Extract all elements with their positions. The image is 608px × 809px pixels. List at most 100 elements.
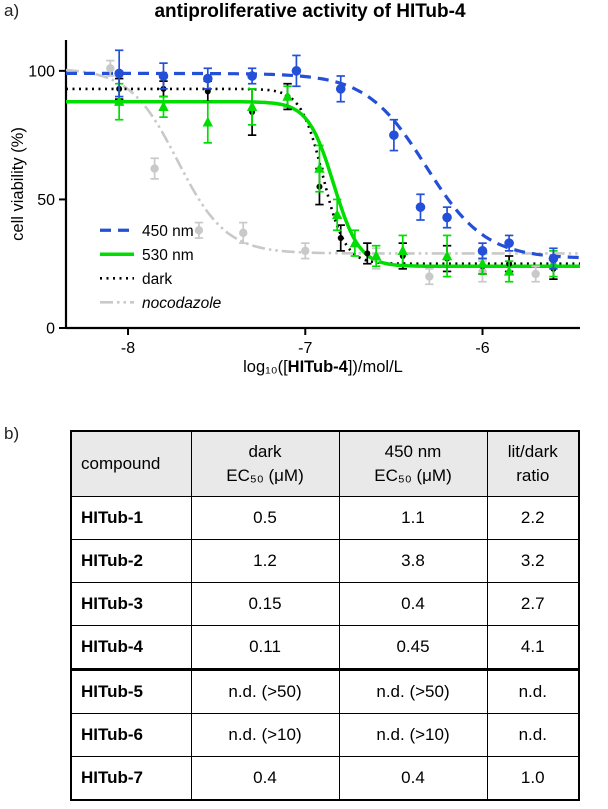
value-cell: 2.7: [486, 581, 580, 626]
value-cell: n.d. (>50): [338, 667, 488, 714]
value-cell: 0.4: [190, 755, 340, 801]
value-cell: 0.11: [190, 624, 340, 670]
fit-curve-dark: [66, 87, 580, 265]
data-point: [504, 238, 514, 248]
data-point: [397, 245, 408, 256]
series-points-530-nm: [113, 82, 559, 283]
value-cell: n.d. (>50): [190, 667, 340, 714]
data-point: [194, 226, 204, 235]
compound-name-cell: HITub-1: [70, 495, 192, 540]
table-header-row: compound dark EC₅₀ (μM) 450 nm EC₅₀ (μM) lit/…: [70, 430, 580, 497]
data-point: [548, 253, 559, 264]
chart-axes: 0 50 100 -8 -7 -6: [28, 40, 580, 357]
data-point: [246, 101, 258, 112]
data-point: [503, 265, 515, 276]
data-point: [204, 88, 211, 95]
legend-item: 450 nm: [100, 223, 194, 240]
fit-curve-nocodazole: [65, 68, 580, 255]
value-cell: 3.2: [486, 538, 580, 583]
value-cell: n.d. (>10): [190, 712, 340, 757]
y-tick-label: 50: [37, 192, 55, 209]
value-cell: 1.0: [486, 755, 580, 801]
compound-name-cell: HITub-5: [70, 667, 192, 714]
y-tick-label: 100: [28, 63, 55, 80]
value-cell: 0.4: [338, 755, 488, 801]
data-point: [114, 68, 124, 79]
data-point: [415, 202, 426, 212]
panel-a-label: a): [4, 1, 20, 20]
table-row: HITub-5 n.d. (>50) n.d. (>50) n.d.: [70, 667, 580, 714]
value-cell: 0.5: [190, 495, 340, 540]
data-point: [113, 96, 125, 106]
value-cell: n.d.: [486, 667, 580, 714]
data-point: [202, 73, 213, 84]
data-point: [364, 250, 371, 257]
value-cell: 4.1: [486, 624, 580, 670]
data-point: [531, 269, 540, 279]
data-point: [158, 101, 169, 112]
chart-legend: 450 nm 530 nm dark nocodazole: [100, 223, 222, 312]
chart-title: antiproliferative activity of HITub-4: [154, 1, 466, 22]
dose-response-chart: 0 50 100 -8 -7 -6 cell viability (%) log₁₀([HIT…: [8, 26, 596, 383]
value-cell: 1.2: [190, 538, 340, 583]
data-point: [337, 235, 344, 241]
x-tick-label: -6: [475, 340, 489, 357]
column-header: dark EC₅₀ (μM): [190, 430, 340, 497]
compound-name-cell: HITub-3: [70, 581, 192, 626]
value-cell: 0.45: [338, 624, 488, 670]
data-point: [389, 130, 399, 140]
legend-label: 450 nm: [142, 223, 194, 240]
table-row: HITub-3 0.15 0.4 2.7: [70, 581, 580, 626]
legend-item: nocodazole: [100, 295, 222, 312]
table-row: HITub-7 0.4 0.4 1.0: [70, 755, 580, 801]
legend-item: 530 nm: [100, 247, 194, 264]
data-point: [239, 228, 248, 238]
x-tick-label: -7: [298, 340, 312, 357]
column-header: lit/dark ratio: [486, 430, 580, 497]
data-point: [335, 84, 346, 94]
data-point: [202, 116, 213, 127]
compound-name-cell: HITub-7: [70, 755, 192, 801]
value-cell: n.d.: [486, 712, 580, 757]
compound-name-cell: HITub-6: [70, 712, 192, 757]
table-row: HITub-4 0.11 0.45 4.1: [70, 624, 580, 670]
value-cell: 0.15: [190, 581, 340, 626]
data-point: [349, 237, 361, 248]
legend-label: dark: [142, 271, 172, 288]
data-point: [247, 71, 257, 81]
column-header: compound: [70, 430, 192, 497]
column-header: 450 nm EC₅₀ (μM): [338, 430, 488, 497]
series-points-450-nm: [114, 49, 559, 270]
data-point: [425, 272, 434, 281]
data-point: [150, 164, 159, 173]
table-row: HITub-2 1.2 3.8 3.2: [70, 538, 580, 583]
value-cell: 0.4: [338, 581, 488, 626]
data-point: [301, 246, 310, 256]
table-row: HITub-6 n.d. (>10) n.d. (>10) n.d.: [70, 712, 580, 757]
value-cell: n.d. (>10): [338, 712, 488, 757]
compound-name-cell: HITub-4: [70, 624, 192, 670]
y-tick-label: 0: [46, 321, 55, 338]
data-point: [477, 258, 488, 268]
value-cell: 2.2: [486, 495, 580, 540]
data-point: [370, 250, 382, 261]
y-axis-label: cell viability (%): [9, 127, 27, 241]
value-cell: 1.1: [338, 495, 488, 540]
data-point: [291, 66, 302, 76]
data-point: [442, 212, 452, 223]
legend-label: 530 nm: [142, 247, 194, 264]
fit-curve-450-nm: [66, 71, 581, 260]
legend-item: dark: [100, 271, 172, 288]
x-tick-label: -8: [121, 340, 135, 357]
panel-b-label: b): [4, 424, 20, 443]
fit-curve-530-nm: [66, 99, 580, 269]
data-point: [441, 250, 453, 261]
legend-label: nocodazole: [142, 295, 222, 312]
value-cell: 3.8: [338, 538, 488, 583]
data-point: [477, 246, 488, 256]
data-point: [331, 209, 343, 220]
ec50-table: compound dark EC₅₀ (μM) 450 nm EC₅₀ (μM) lit/…: [70, 430, 580, 801]
x-axis-label: log₁₀([HITub-4])/mol/L: [243, 358, 403, 376]
chart-svg: 0 50 100 -8 -7 -6 cell viability (%) log₁₀([HIT…: [9, 40, 581, 376]
